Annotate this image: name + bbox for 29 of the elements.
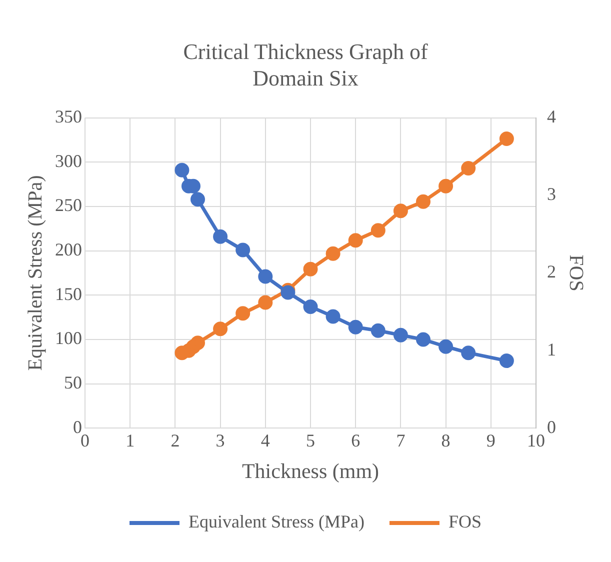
x-tick-label: 3	[216, 430, 225, 451]
y-tick-label: 0	[73, 416, 82, 437]
legend-label: Equivalent Stress (MPa)	[188, 512, 364, 532]
y2-tick-label: 4	[547, 106, 556, 127]
y-tick-label: 250	[55, 195, 82, 216]
legend-label: FOS	[448, 512, 482, 532]
x-tick-label: 4	[260, 430, 270, 451]
y-tick-label: 100	[55, 328, 82, 348]
y-tick-label: 200	[55, 240, 82, 260]
y-tick-label: 150	[55, 284, 82, 304]
x-tick-label: 6	[351, 430, 360, 451]
x-tick-label: 5	[306, 430, 315, 451]
x-tick-label: 1	[126, 430, 135, 451]
x-axis-title: Thickness (mm)	[242, 458, 380, 483]
y2-tick-label: 0	[547, 416, 556, 437]
y-tick-label: 300	[55, 150, 82, 171]
x-tick-label: 10	[527, 430, 545, 451]
x-tick-label: 9	[486, 430, 496, 451]
y-tick-label: 50	[64, 372, 82, 393]
x-tick-label: 2	[170, 430, 180, 451]
y2-tick-label: 3	[547, 184, 556, 204]
y2-axis-title: FOS	[564, 254, 587, 292]
x-tick-label: 8	[441, 430, 450, 451]
y2-tick-label: 1	[547, 339, 556, 360]
y-tick-label: 350	[55, 106, 82, 127]
y2-tick-label: 2	[547, 262, 556, 282]
chart-title: Critical Thickness Graph of Domain Six	[183, 38, 428, 90]
y-axis-title: Equivalent Stress (MPa)	[24, 175, 46, 371]
x-tick-label: 7	[396, 430, 406, 451]
